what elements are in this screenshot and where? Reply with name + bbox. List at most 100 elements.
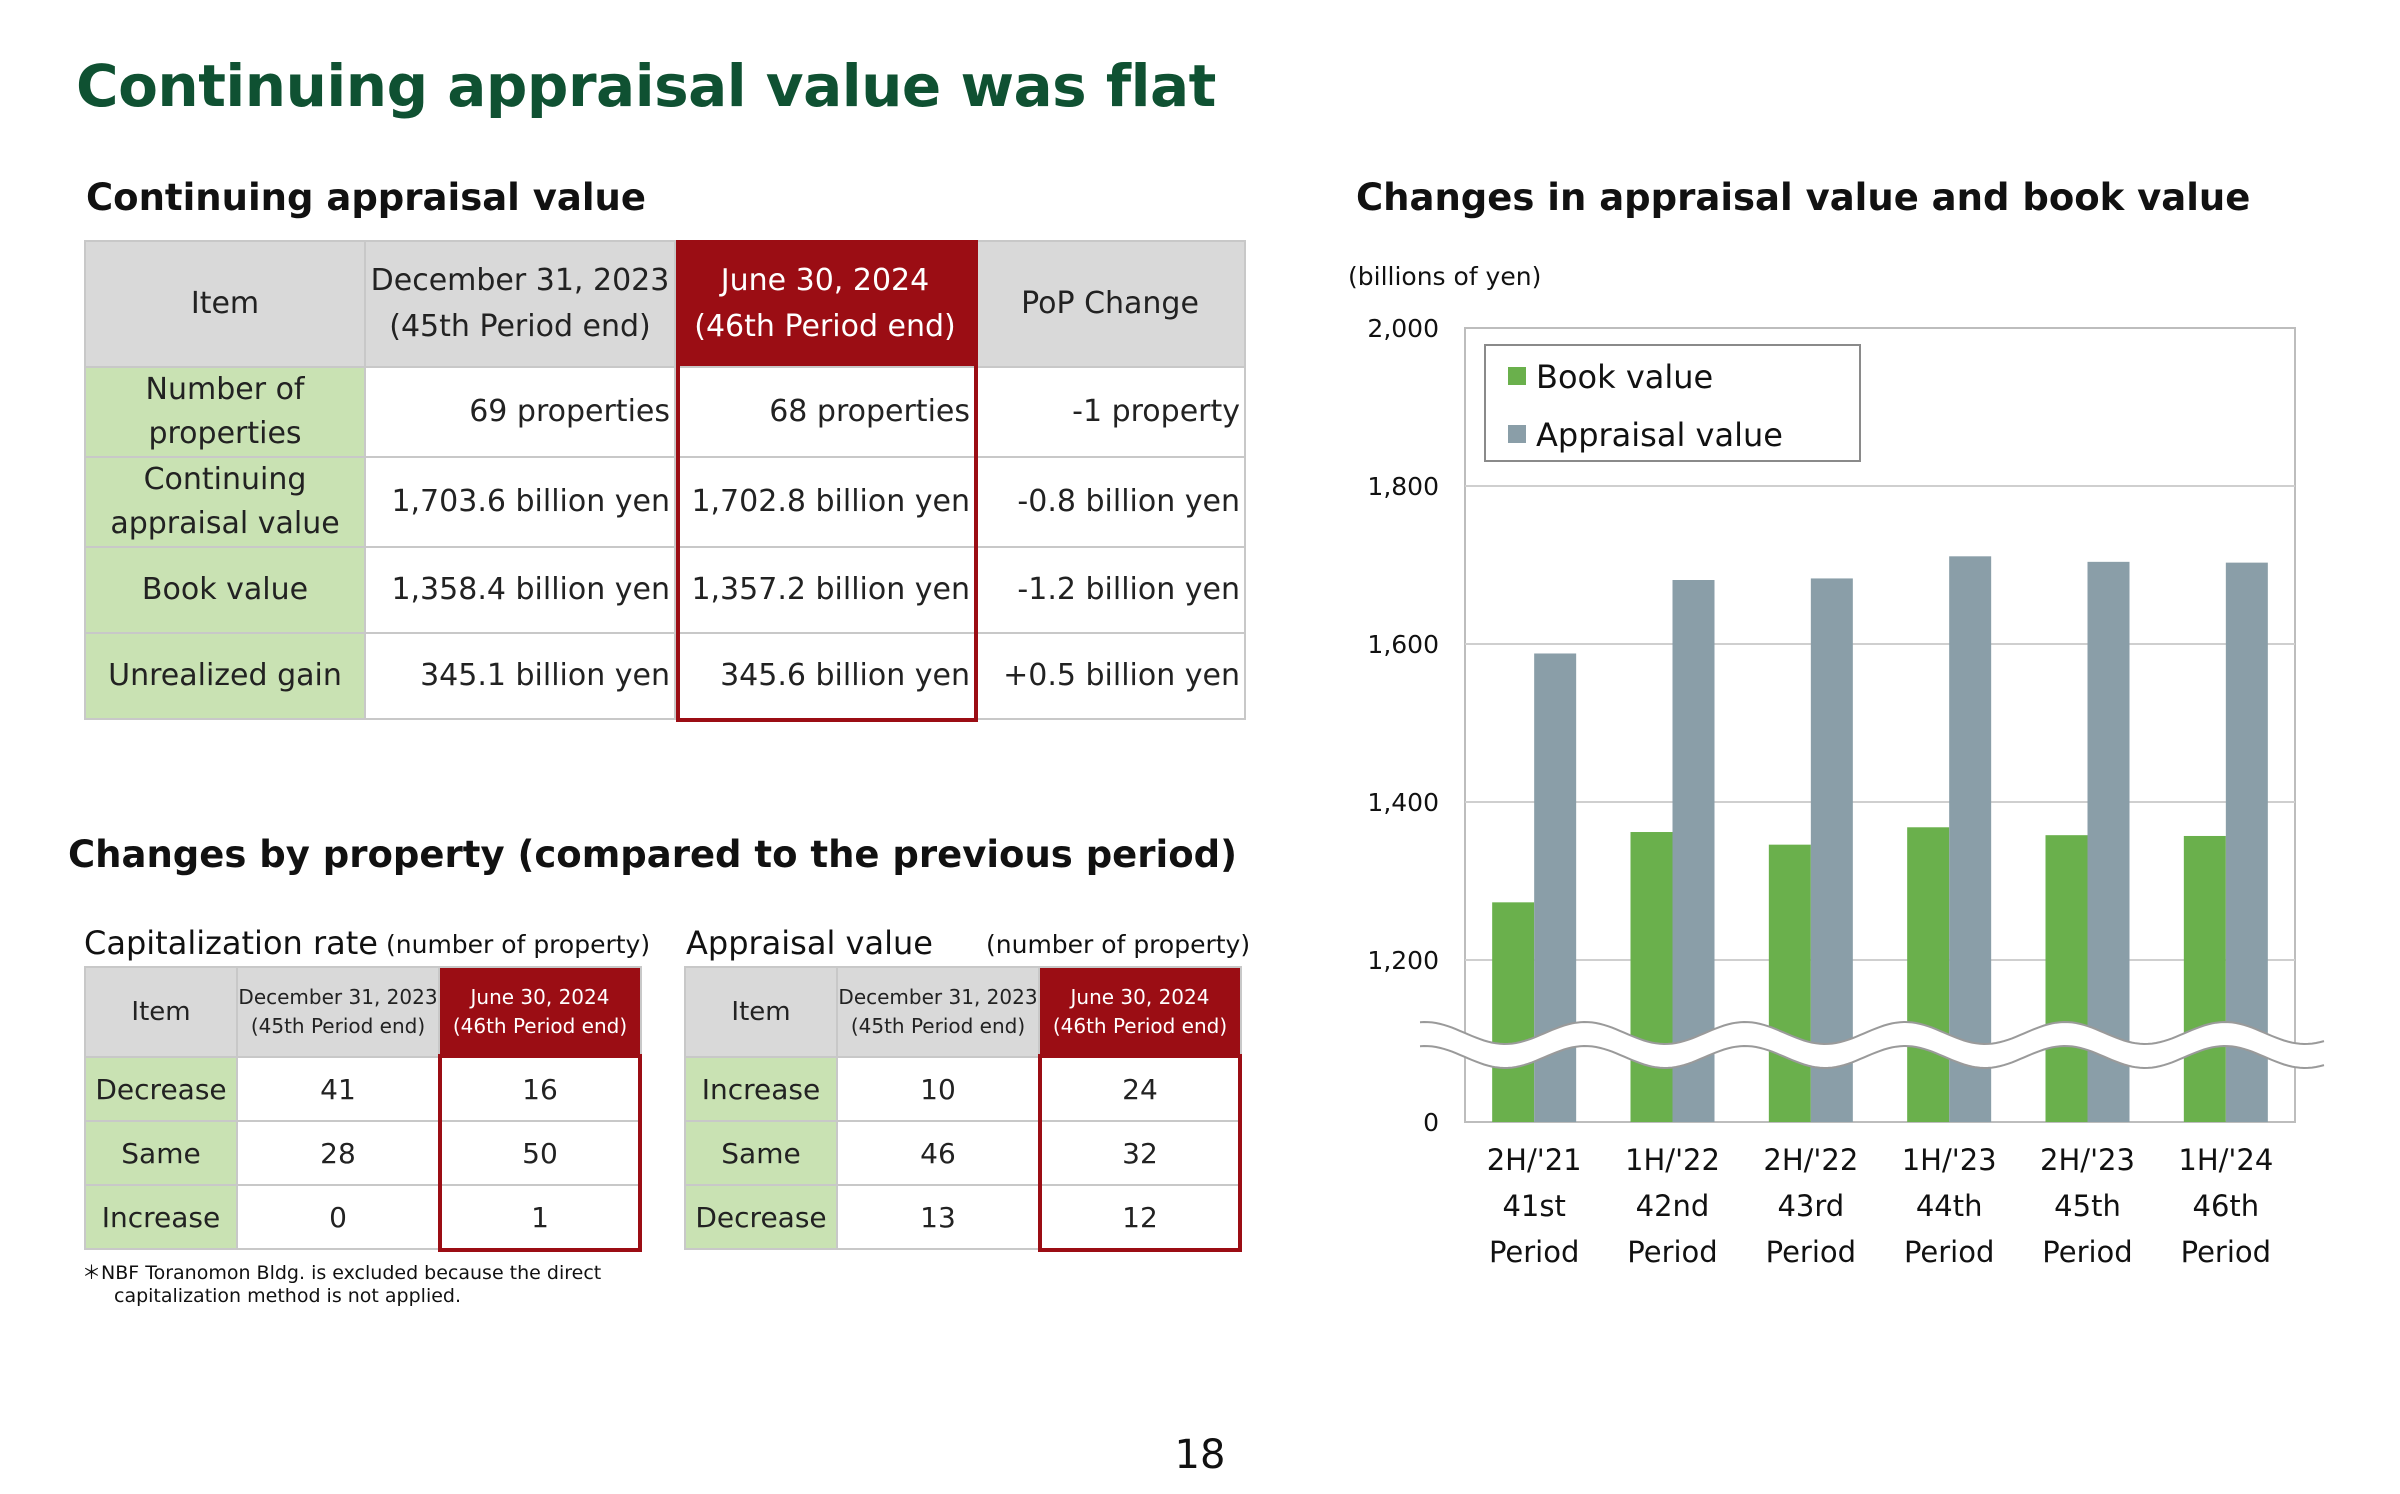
header-item: Item: [84, 240, 366, 368]
table-row: Continuing appraisal value 1,703.6 billi…: [84, 456, 1246, 548]
table-row: Decrease 41 16: [84, 1056, 642, 1122]
y-tick-label: 0: [1423, 1108, 1439, 1137]
prev-value: 28: [236, 1120, 440, 1186]
header-curr-period-end: (46th Period end): [452, 1014, 628, 1038]
cap-rate-header: Item December 31, 2023 (45th Period end)…: [84, 966, 642, 1058]
book-value-bar: [1630, 832, 1673, 1122]
header-prev-date: December 31, 2023: [838, 985, 1038, 1009]
x-tick-label: Period: [1489, 1235, 1579, 1269]
x-tick-label: Period: [2181, 1235, 2271, 1269]
axis-break-line: [1419, 1020, 2325, 1046]
table-row: Decrease 13 12: [684, 1184, 1242, 1250]
x-tick-label: Period: [1627, 1235, 1717, 1269]
row-label: Decrease: [84, 1056, 238, 1122]
curr-value: 68 properties: [674, 366, 976, 458]
row-label-line: properties: [148, 416, 302, 451]
footnote-line: capitalization method is not applied.: [114, 1285, 462, 1307]
header-curr-date: June 30, 2024: [1070, 985, 1210, 1009]
curr-value: 16: [438, 1056, 642, 1122]
change-value: -1 property: [974, 366, 1246, 458]
footnote-line: ＊NBF Toranomon Bldg. is excluded because…: [82, 1262, 602, 1284]
row-label-line: appraisal value: [110, 506, 340, 541]
row-label-line: Continuing: [143, 462, 307, 497]
book-value-bar: [1768, 844, 1811, 1122]
curr-value: 345.6 billion yen: [674, 632, 976, 720]
table-row: Number of properties 69 properties 68 pr…: [84, 366, 1246, 458]
curr-value: 50: [438, 1120, 642, 1186]
x-tick-label: Period: [1904, 1235, 1994, 1269]
change-value: -1.2 billion yen: [974, 546, 1246, 634]
prev-value: 13: [836, 1184, 1040, 1250]
row-label: Continuing appraisal value: [84, 456, 366, 548]
curr-value: 12: [1038, 1184, 1242, 1250]
x-tick-label: 1H/'23: [1902, 1143, 1997, 1177]
curr-value: 1,702.8 billion yen: [674, 456, 976, 548]
chart-title: Changes in appraisal value and book valu…: [1356, 176, 2251, 219]
header-prev-date: December 31, 2023: [370, 263, 670, 298]
header-prev-period: December 31, 2023 (45th Period end): [364, 240, 676, 368]
cap-rate-table: Item December 31, 2023 (45th Period end)…: [84, 966, 642, 1250]
row-label: Book value: [84, 546, 366, 634]
curr-value: 24: [1038, 1056, 1242, 1122]
row-label: Number of properties: [84, 366, 366, 458]
legend-box: [1484, 344, 1861, 462]
table-row: Increase 10 24: [684, 1056, 1242, 1122]
row-label: Decrease: [684, 1184, 838, 1250]
header-curr-date: June 30, 2024: [720, 263, 930, 298]
header-prev-period-end: (45th Period end): [389, 309, 651, 344]
table-row: Unrealized gain 345.1 billion yen 345.6 …: [84, 632, 1246, 720]
table-row: Increase 0 1: [84, 1184, 642, 1250]
curr-value: 32: [1038, 1120, 1242, 1186]
curr-value: 1: [438, 1184, 642, 1250]
row-label: Same: [84, 1120, 238, 1186]
prev-value: 0: [236, 1184, 440, 1250]
cap-rate-title: Capitalization rate: [84, 924, 378, 962]
legend-swatch-book: [1508, 367, 1526, 385]
appraisal-change-title: Appraisal value: [686, 924, 933, 962]
header-prev-date: December 31, 2023: [238, 985, 438, 1009]
y-tick-label: 1,600: [1367, 630, 1439, 659]
legend-label: Book value: [1536, 358, 1713, 396]
header-curr-period: June 30, 2024 (46th Period end): [674, 240, 976, 368]
x-tick-label: Period: [1766, 1235, 1856, 1269]
y-tick-label: 2,000: [1367, 314, 1439, 343]
x-tick-label: 2H/'23: [2040, 1143, 2135, 1177]
x-tick-label: 43rd: [1777, 1189, 1844, 1223]
prev-value: 1,703.6 billion yen: [364, 456, 676, 548]
legend-label: Appraisal value: [1536, 416, 1783, 454]
appraisal-change-unit: (number of property): [986, 930, 1251, 959]
x-tick-label: 46th: [2193, 1189, 2260, 1223]
header-item: Item: [84, 966, 238, 1058]
row-label: Increase: [684, 1056, 838, 1122]
row-label: Increase: [84, 1184, 238, 1250]
header-curr-period: June 30, 2024 (46th Period end): [1038, 966, 1242, 1058]
header-curr-period: June 30, 2024 (46th Period end): [438, 966, 642, 1058]
axis-break-band: [1420, 1022, 2325, 1068]
appraisal-value-bar: [1949, 556, 1992, 1122]
appraisal-value-bar: [1810, 578, 1853, 1122]
header-pop-change: PoP Change: [974, 240, 1246, 368]
appraisal-table: Item December 31, 2023 (45th Period end)…: [84, 240, 1246, 720]
prev-value: 69 properties: [364, 366, 676, 458]
axis-break-line: [1419, 1044, 2325, 1070]
header-curr-period-end: (46th Period end): [694, 309, 956, 344]
legend-swatch-appraisal: [1508, 425, 1526, 443]
y-tick-label: 1,800: [1367, 472, 1439, 501]
row-label: Same: [684, 1120, 838, 1186]
x-tick-label: 44th: [1916, 1189, 1983, 1223]
x-tick-label: Period: [2042, 1235, 2132, 1269]
footnote: ＊NBF Toranomon Bldg. is excluded because…: [82, 1262, 642, 1308]
curr-value: 1,357.2 billion yen: [674, 546, 976, 634]
change-value: +0.5 billion yen: [974, 632, 1246, 720]
row-label: Unrealized gain: [84, 632, 366, 720]
page-number: 18: [1174, 1432, 1226, 1478]
row-label-line: Number of: [145, 372, 305, 407]
table-row: Same 28 50: [84, 1120, 642, 1186]
appraisal-change-table: Item December 31, 2023 (45th Period end)…: [684, 966, 1242, 1250]
appraisal-table-header: Item December 31, 2023 (45th Period end)…: [84, 240, 1246, 368]
prev-value: 10: [836, 1056, 1040, 1122]
header-item: Item: [684, 966, 838, 1058]
chart-unit-label: (billions of yen): [1348, 262, 1542, 291]
y-tick-label: 1,200: [1367, 946, 1439, 975]
page-title: Continuing appraisal value was flat: [76, 52, 1216, 120]
